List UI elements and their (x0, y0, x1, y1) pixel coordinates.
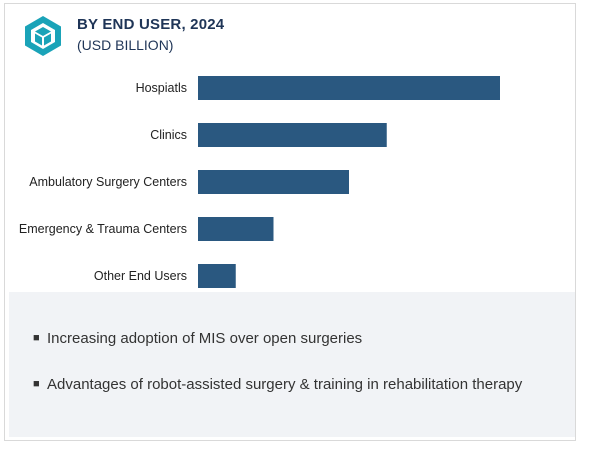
bar-chart-svg: Hospiatls Clinics Ambulatory Surgery Cente… (19, 76, 500, 288)
category-label: Hospiatls (136, 81, 187, 95)
note-text: Advantages of robot-assisted surgery & t… (47, 376, 523, 393)
bar (198, 217, 274, 241)
bar-chart: Hospiatls Clinics Ambulatory Surgery Cente… (4, 66, 576, 298)
note-item: ■ Increasing adoption of MIS over open s… (33, 328, 547, 349)
category-label: Other End Users (94, 269, 187, 283)
bar (198, 76, 500, 100)
category-label: Emergency & Trauma Centers (19, 222, 187, 236)
chart-unit-label: (USD BILLION) (77, 37, 174, 53)
square-bullet-icon: ■ (33, 332, 40, 344)
note-text: Increasing adoption of MIS over open sur… (47, 330, 363, 347)
chart-title: BY END USER, 2024 (77, 16, 225, 33)
category-label: Clinics (150, 128, 187, 142)
category-label: Ambulatory Surgery Centers (29, 175, 187, 189)
bar (198, 123, 387, 147)
square-bullet-icon: ■ (33, 378, 40, 390)
bar (198, 170, 349, 194)
bar (198, 264, 236, 288)
notes-panel: ■ Increasing adoption of MIS over open s… (9, 292, 575, 437)
cube-logo-icon (25, 16, 61, 56)
note-item: ■ Advantages of robot-assisted surgery &… (33, 374, 547, 395)
